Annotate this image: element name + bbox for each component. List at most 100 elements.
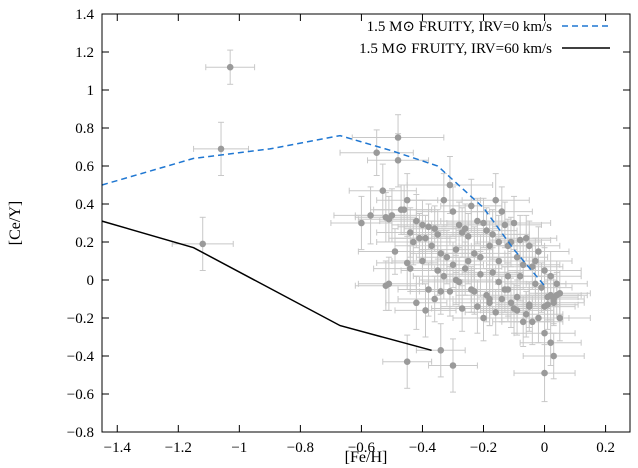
data-point: [553, 291, 561, 299]
data-point: [535, 248, 542, 255]
data-point: [516, 236, 524, 244]
y-tick-label: 1.2: [75, 45, 94, 61]
data-point: [501, 221, 509, 229]
data-point: [492, 196, 500, 204]
data-point: [382, 214, 390, 221]
data-point: [403, 196, 411, 204]
data-point: [513, 293, 521, 301]
x-tick-label: −1.4: [104, 440, 132, 456]
data-point: [507, 299, 515, 307]
data-point: [474, 217, 481, 225]
data-point: [489, 269, 496, 276]
y-tick-label: −0.6: [67, 387, 95, 403]
y-tick-label: 0: [87, 273, 95, 289]
x-tick-label: 0.2: [596, 440, 615, 456]
data-point: [406, 265, 414, 272]
data-point: [464, 257, 472, 265]
data-point: [199, 240, 207, 248]
data-point: [419, 257, 426, 265]
data-point: [406, 229, 414, 236]
data-point: [458, 229, 466, 236]
x-tick-label: 0: [541, 440, 549, 456]
data-point: [431, 295, 438, 303]
y-tick-label: −0.8: [67, 425, 94, 441]
data-point: [358, 219, 365, 227]
data-point: [431, 225, 438, 232]
data-point: [474, 303, 481, 310]
data-point: [446, 288, 454, 295]
model-line-irv0: [101, 134, 546, 287]
data-point: [495, 278, 503, 286]
data-point: [553, 280, 561, 288]
plot-frame: [101, 13, 631, 433]
legend-label-irv60: 1.5 M⊙ FRUITY, IRV=60 km/s: [359, 41, 552, 57]
data-points: [199, 63, 564, 377]
data-point: [437, 250, 445, 257]
data-point: [495, 238, 503, 246]
data-point: [440, 272, 448, 280]
data-point: [446, 181, 454, 189]
data-point: [532, 280, 539, 288]
data-point: [461, 265, 469, 272]
data-point: [541, 329, 548, 337]
x-tick-label: −0.8: [287, 440, 314, 456]
data-point: [422, 234, 429, 242]
data-point: [425, 223, 432, 231]
x-tick-label: −1: [231, 440, 247, 456]
data-point: [425, 286, 432, 293]
data-point: [504, 272, 512, 280]
data-point: [547, 339, 554, 347]
data-point: [419, 221, 426, 229]
data-point: [522, 234, 530, 242]
data-point: [486, 299, 493, 307]
data-point: [477, 271, 484, 278]
data-point: [443, 253, 451, 261]
data-point: [467, 286, 475, 293]
y-tick-label: 0.6: [75, 159, 94, 175]
data-point: [480, 314, 487, 322]
data-point: [477, 253, 484, 261]
y-tick-label: 1: [87, 83, 95, 99]
x-tick-label: −1.2: [165, 440, 192, 456]
data-point: [452, 276, 460, 284]
y-tick-label: 1.4: [75, 7, 94, 23]
y-tick-label: 0.8: [75, 121, 94, 137]
data-point: [437, 288, 445, 295]
data-point: [550, 352, 557, 360]
data-point: [504, 286, 512, 293]
data-point: [455, 221, 463, 229]
x-axis-label: [Fe/H]: [345, 449, 388, 466]
error-bars: [171, 49, 591, 403]
data-point: [449, 208, 457, 215]
data-point: [492, 309, 500, 316]
data-point: [519, 261, 527, 269]
data-point: [522, 310, 530, 318]
data-point: [413, 299, 420, 307]
data-point: [471, 250, 478, 257]
data-point: [464, 233, 472, 240]
data-point: [510, 219, 518, 227]
data-point: [403, 358, 411, 366]
legend-label-irv0: 1.5 M⊙ FRUITY, IRV=0 km/s: [367, 19, 553, 35]
data-point: [483, 291, 490, 299]
data-point: [525, 303, 533, 310]
data-point: [525, 242, 533, 250]
data-point: [541, 267, 548, 274]
data-point: [400, 206, 408, 213]
data-point: [529, 318, 536, 326]
data-point: [449, 261, 457, 269]
data-point: [467, 202, 475, 210]
y-tick-label: 0.2: [75, 235, 94, 251]
data-point: [541, 369, 548, 377]
data-point: [547, 272, 554, 280]
y-tick-label: −0.2: [67, 311, 94, 327]
data-point: [498, 295, 506, 303]
axis-ticks: −1.4 −1.2 −1 −0.8 −0.6 −0.4 −0.2 0 0.2 −0.8 −0.6 −0…: [67, 7, 630, 456]
data-point: [416, 234, 423, 242]
data-point: [391, 248, 399, 255]
data-point: [428, 242, 435, 250]
model-line-irv60: [101, 220, 432, 352]
legend: 1.5 M⊙ FRUITY, IRV=0 km/s 1.5 M⊙ FRUITY,…: [359, 19, 610, 57]
data-point: [367, 212, 374, 219]
